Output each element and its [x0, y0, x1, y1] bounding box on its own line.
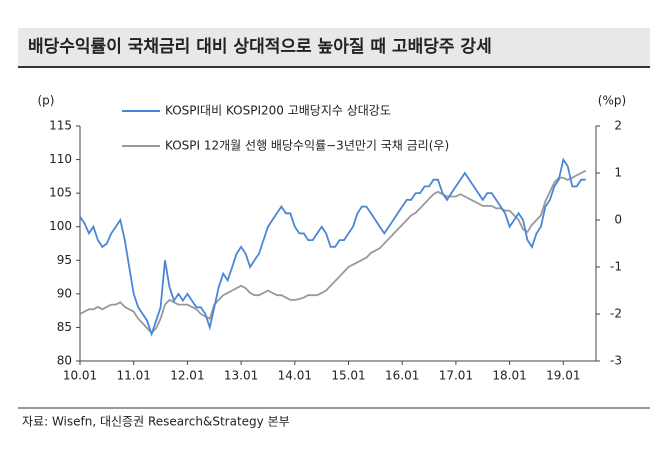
y-tick-label: 110 [49, 152, 72, 166]
x-tick-label: 10.01 [63, 369, 97, 383]
y2-tick-label: 0 [614, 213, 622, 227]
x-tick-label: 18.01 [492, 369, 526, 383]
x-tick-label: 15.01 [331, 369, 365, 383]
title-band [18, 28, 650, 66]
y-tick-label: 85 [57, 320, 72, 334]
x-tick-label: 11.01 [117, 369, 151, 383]
y2-label: (%p) [598, 94, 626, 108]
y-tick-label: 100 [49, 219, 72, 233]
line-series [79, 157, 586, 337]
legend-label: KOSPI대비 KOSPI200 고배당지수 상대강도 [165, 104, 391, 118]
y-label: (p) [38, 94, 55, 108]
line-series [79, 169, 587, 335]
y-tick-label: 95 [57, 253, 72, 267]
y2-tick-label: 1 [614, 166, 622, 180]
x-tick-label: 12.01 [170, 369, 204, 383]
x-tick-label: 13.01 [224, 369, 258, 383]
y-tick-label: 115 [49, 119, 72, 133]
source: 자료: Wisefn, 대신증권 Research&Strategy 본부 [22, 415, 290, 429]
legend-label: KOSPI 12개월 선행 배당수익률−3년만기 국채 금리(우) [165, 138, 449, 153]
x-tick-label: 16.01 [385, 369, 419, 383]
y2-tick-label: -1 [610, 260, 622, 274]
y-tick-label: 90 [57, 286, 72, 300]
x-tick-label: 17.01 [439, 369, 473, 383]
y2-tick-label: 2 [614, 119, 622, 133]
y2-tick-label: -2 [610, 307, 622, 321]
x-tick-label: 14.01 [278, 369, 312, 383]
chart-title: 배당수익률이 국채금리 대비 상대적으로 높아질 때 고배당주 강세 [28, 36, 492, 57]
y-tick-label: 80 [57, 354, 72, 368]
y2-tick-label: -3 [610, 354, 622, 368]
y-tick-label: 105 [49, 186, 72, 200]
x-tick-label: 19.01 [546, 369, 580, 383]
